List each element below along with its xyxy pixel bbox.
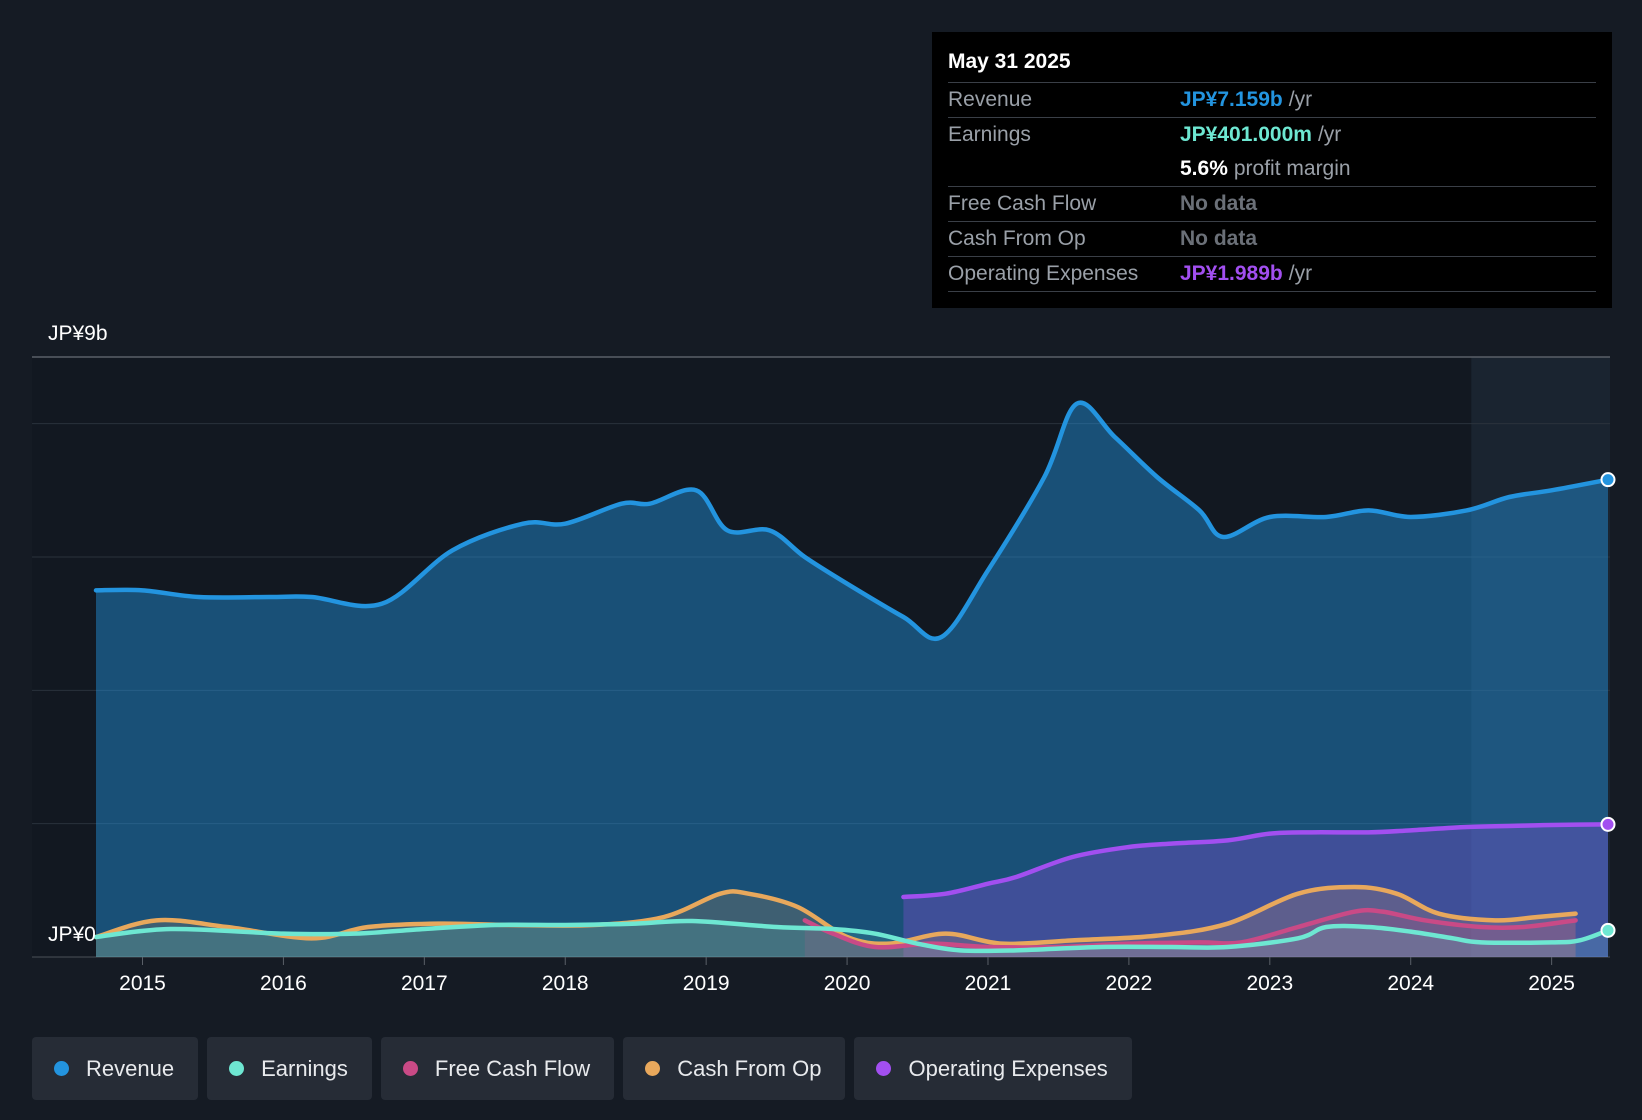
x-tick-label: 2024 — [1387, 972, 1434, 995]
gridlines — [32, 356, 1610, 958]
cash-from-op-line — [93, 884, 1578, 947]
forecast-region — [1471, 357, 1610, 957]
x-tick-label: 2018 — [542, 972, 589, 995]
legend-label: Earnings — [261, 1055, 348, 1081]
x-tick-label: 2025 — [1528, 972, 1575, 995]
tooltip-value: No data — [1180, 227, 1258, 250]
legend: Revenue Earnings Free Cash Flow Cash Fro… — [32, 1037, 1132, 1100]
tooltip-row-cash-from-op: Cash From Op No data — [948, 222, 1596, 257]
x-tick-label: 2015 — [119, 972, 166, 995]
series-lines — [93, 400, 1611, 954]
legend-item-revenue[interactable]: Revenue — [32, 1037, 199, 1100]
free-cash-flow-line — [802, 907, 1578, 950]
series-end-markers — [1600, 472, 1616, 938]
legend-label: Operating Expenses — [908, 1055, 1108, 1081]
tooltip-value: No data — [1180, 192, 1258, 215]
tooltip-row-earnings: Earnings JP¥401.000m /yr — [948, 118, 1596, 152]
legend-item-cash-from-op[interactable]: Cash From Op — [623, 1037, 846, 1100]
legend-dot-icon — [402, 1061, 418, 1076]
y-axis-top-label: JP¥9b — [48, 322, 108, 345]
cash-from-op-area — [96, 887, 1576, 957]
tooltip-date: May 31 2025 — [948, 46, 1596, 83]
x-tick-label: 2020 — [824, 972, 871, 995]
x-tick-label: 2021 — [965, 972, 1012, 995]
earnings-line — [93, 918, 1611, 954]
x-tick-label: 2019 — [683, 972, 730, 995]
revenue-end-point — [1600, 472, 1616, 488]
tooltip-row-profit-margin: 5.6% profit margin — [948, 152, 1596, 187]
revenue-line — [93, 400, 1611, 641]
tooltip-value: 5.6% — [1180, 157, 1228, 180]
tooltip-row-revenue: Revenue JP¥7.159b /yr — [948, 83, 1596, 118]
free-cash-flow-area — [804, 910, 1576, 957]
legend-label: Free Cash Flow — [434, 1055, 591, 1081]
tooltip-label: Cash From Op — [948, 227, 1086, 250]
earnings-end-point — [1600, 922, 1616, 938]
tooltip-unit: /yr — [1288, 88, 1313, 111]
tooltip-row-free-cash-flow: Free Cash Flow No data — [948, 187, 1596, 222]
x-tick-label: 2023 — [1246, 972, 1293, 995]
tooltip-label: Operating Expenses — [948, 262, 1139, 285]
tooltip-unit: profit margin — [1233, 157, 1351, 180]
tooltip-row-operating-expenses: Operating Expenses JP¥1.989b /yr — [948, 257, 1596, 292]
legend-item-earnings[interactable]: Earnings — [207, 1037, 372, 1100]
legend-dot-icon — [229, 1061, 245, 1076]
y-axis-bottom-label: JP¥0 — [48, 923, 96, 946]
tooltip-unit: /yr — [1317, 123, 1342, 146]
x-tick-label: 2016 — [260, 972, 307, 995]
x-tick-label: 2017 — [401, 972, 448, 995]
tooltip-label: Earnings — [948, 123, 1031, 146]
legend-dot-icon — [54, 1061, 69, 1076]
legend-label: Revenue — [86, 1055, 175, 1081]
legend-label: Cash From Op — [677, 1055, 822, 1081]
operating-expenses-end-point — [1600, 816, 1616, 832]
tooltip-value: JP¥401.000m — [1180, 123, 1312, 146]
x-axis-ticks: 2015 2016 2017 2018 2019 2020 2021 2022 2023 2024… — [119, 957, 1575, 995]
tooltip: May 31 2025 Revenue JP¥7.159b /yr Earnin… — [932, 32, 1612, 308]
tooltip-label — [948, 152, 1180, 186]
x-tick-label: 2022 — [1106, 972, 1153, 995]
tooltip-label: Free Cash Flow — [948, 192, 1097, 215]
operating-expenses-line — [901, 822, 1611, 900]
plot-background — [32, 357, 1610, 957]
legend-item-free-cash-flow[interactable]: Free Cash Flow — [380, 1037, 615, 1100]
tooltip-value: JP¥7.159b — [1180, 88, 1283, 111]
legend-item-operating-expenses[interactable]: Operating Expenses — [854, 1037, 1132, 1100]
tooltip-unit: /yr — [1288, 262, 1313, 285]
tooltip-label: Revenue — [948, 88, 1033, 111]
legend-dot-icon — [645, 1061, 661, 1076]
legend-dot-icon — [876, 1061, 892, 1076]
tooltip-value: JP¥1.989b — [1180, 262, 1283, 285]
